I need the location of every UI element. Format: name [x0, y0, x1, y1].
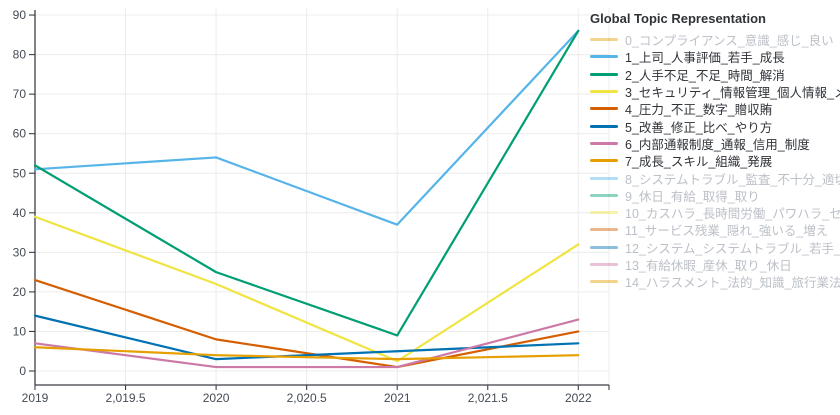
legend-line-swatch — [590, 90, 618, 94]
legend-item-label: 4_圧力_不正_数字_贈収賄 — [625, 103, 773, 118]
legend-line-swatch — [590, 124, 618, 128]
x-tick-label: 2,019.5 — [106, 391, 146, 405]
series-line — [33, 314, 580, 361]
legend-item-label: 7_成長_スキル_組織_発展 — [625, 155, 773, 170]
legend-item-label: 12_システム_システムトラブル_若手_抱える — [625, 241, 840, 256]
x-tick-label: 2022 — [565, 391, 592, 405]
legend-item[interactable]: 13_有給休暇_産休_取り_休日 — [590, 256, 840, 273]
legend-item-label: 11_サービス残業_隠れ_強いる_増え — [625, 224, 829, 239]
y-tick-label: 0 — [19, 364, 26, 378]
y-tick-label: 20 — [13, 285, 27, 299]
legend-item[interactable]: 0_コンプライアンス_意識_感じ_良い — [590, 31, 840, 48]
legend-item[interactable]: 12_システム_システムトラブル_若手_抱える — [590, 239, 840, 256]
legend-item-label: 6_内部通報制度_通報_信用_制度 — [625, 137, 810, 152]
legend-item-label: 13_有給休暇_産休_取り_休日 — [625, 259, 792, 274]
legend-item-label: 0_コンプライアンス_意識_感じ_良い — [625, 34, 834, 49]
legend-item[interactable]: 6_内部通報制度_通報_信用_制度 — [590, 135, 840, 152]
x-tick-label: 2,020.5 — [287, 391, 327, 405]
legend-line-swatch — [590, 107, 618, 111]
legend-item[interactable]: 11_サービス残業_隠れ_強いる_増え — [590, 221, 840, 238]
legend-line-swatch — [590, 193, 618, 197]
legend-title: Global Topic Representation — [590, 11, 767, 26]
legend-item[interactable]: 9_休日_有給_取得_取り — [590, 187, 840, 204]
legend-item[interactable]: 14_ハラスメント_法的_知識_旅行業法 — [590, 273, 840, 290]
legend-line-swatch — [590, 280, 618, 284]
series-line — [33, 278, 580, 369]
y-tick-label: 80 — [13, 48, 27, 62]
legend-line-swatch — [590, 159, 618, 163]
legend-item-label: 8_システムトラブル_監査_不十分_適切 — [625, 172, 840, 187]
series-line — [33, 29, 580, 337]
legend-item-label: 10_カスハラ_長時間労働_パワハラ_セクハラ — [625, 207, 840, 222]
legend-item[interactable]: 7_成長_スキル_組織_発展 — [590, 152, 840, 169]
legend-item[interactable]: 3_セキュリティ_情報管理_個人情報_メール — [590, 83, 840, 100]
legend-item[interactable]: 1_上司_人事評価_若手_成長 — [590, 48, 840, 65]
legend-line-swatch — [590, 228, 618, 232]
legend-item-label: 2_人手不足_不足_時間_解消 — [625, 68, 785, 83]
x-tick-label: 2020 — [203, 391, 230, 405]
x-tick-label: 2,021.5 — [468, 391, 508, 405]
x-tick-label: 2021 — [384, 391, 411, 405]
legend-item-label: 9_休日_有給_取得_取り — [625, 189, 760, 204]
y-tick-label: 70 — [13, 87, 27, 101]
legend-line-swatch — [590, 211, 618, 215]
series-line — [33, 318, 580, 369]
legend-item[interactable]: 2_人手不足_不足_時間_解消 — [590, 66, 840, 83]
legend-line-swatch — [590, 245, 618, 249]
x-tick-label: 2019 — [22, 391, 49, 405]
legend-item[interactable]: 8_システムトラブル_監査_不十分_適切 — [590, 169, 840, 187]
legend-item-label: 5_改善_修正_比べ_やり方 — [625, 120, 773, 135]
legend-item[interactable]: 5_改善_修正_比べ_やり方 — [590, 117, 840, 135]
legend-line-swatch — [590, 263, 618, 266]
legend-item[interactable]: 4_圧力_不正_数字_贈収賄 — [590, 100, 840, 117]
series-line — [33, 215, 580, 363]
y-tick-label: 50 — [13, 166, 27, 180]
legend-line-swatch — [590, 141, 618, 145]
legend-line-swatch — [590, 176, 618, 180]
series-line — [33, 29, 580, 226]
legend-item-label: 1_上司_人事評価_若手_成長 — [625, 51, 785, 66]
legend-item-label: 14_ハラスメント_法的_知識_旅行業法 — [625, 276, 840, 291]
legend-line-swatch — [590, 55, 618, 59]
legend-item-label: 3_セキュリティ_情報管理_個人情報_メール — [625, 86, 840, 101]
y-tick-label: 40 — [13, 206, 27, 220]
series-line — [33, 346, 580, 361]
y-tick-label: 90 — [13, 8, 27, 22]
legend: Global Topic Representation 0_コンプライアンス_意… — [590, 11, 840, 290]
y-tick-label: 60 — [13, 127, 27, 141]
legend-item[interactable]: 10_カスハラ_長時間労働_パワハラ_セクハラ — [590, 204, 840, 221]
legend-line-swatch — [590, 72, 618, 76]
legend-line-swatch — [590, 38, 618, 42]
y-tick-label: 30 — [13, 245, 27, 259]
y-tick-label: 10 — [13, 324, 27, 338]
legend-item-list: 0_コンプライアンス_意識_感じ_良い 1_上司_人事評価_若手_成長 2_人手不足… — [590, 31, 840, 290]
